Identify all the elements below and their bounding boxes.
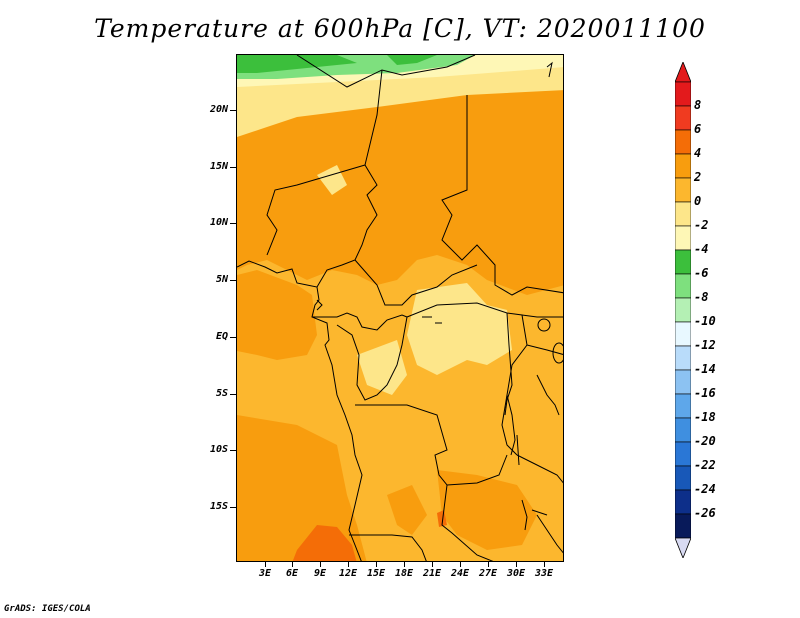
colorbar-swatch <box>675 201 691 227</box>
colorbar-label: 6 <box>694 122 702 136</box>
lon-label: 9E <box>313 568 327 579</box>
field-band-cool <box>357 340 407 395</box>
colorbar-swatch <box>675 417 691 443</box>
temperature-map <box>236 54 564 562</box>
lat-label: 5N <box>215 274 228 285</box>
lon-tick <box>348 562 349 567</box>
colorbar-label: -12 <box>694 338 716 352</box>
lon-label: 27E <box>478 568 498 579</box>
colorbar-label: -10 <box>694 314 716 328</box>
colorbar-label: -20 <box>694 434 716 448</box>
lon-tick <box>292 562 293 567</box>
colorbar-swatch <box>675 441 691 467</box>
lat-tick <box>230 337 236 338</box>
lat-label: 15S <box>209 501 228 512</box>
lat-label: EQ <box>215 331 228 342</box>
lat-tick <box>230 280 236 281</box>
lat-tick <box>230 110 236 111</box>
colorbar-swatch <box>675 177 691 203</box>
lon-tick <box>404 562 405 567</box>
colorbar-label: 4 <box>694 146 702 160</box>
lon-label: 15E <box>366 568 386 579</box>
colorbar-swatch <box>675 153 691 179</box>
colorbar-label: -16 <box>694 386 716 400</box>
colorbar-swatch <box>675 225 691 251</box>
lakes <box>422 61 563 531</box>
colorbar-label: 2 <box>694 170 702 184</box>
field-band-warm <box>237 270 317 360</box>
map-title: Temperature at 600hPa [C], VT: 202001110… <box>94 14 706 43</box>
colorbar-label: -14 <box>694 362 716 376</box>
colorbar-label: -4 <box>694 242 709 256</box>
country-borders <box>237 55 563 561</box>
colorbar-label: -2 <box>694 218 709 232</box>
lon-label: 3E <box>258 568 272 579</box>
colorbar-swatch <box>675 345 691 371</box>
colorbar <box>675 62 691 558</box>
field-band-warm <box>437 470 537 550</box>
lat-tick <box>230 223 236 224</box>
colorbar-swatch <box>675 249 691 275</box>
colorbar-swatch <box>675 297 691 323</box>
lat-label: 10N <box>209 217 228 228</box>
lat-tick <box>230 507 236 508</box>
lon-tick <box>265 562 266 567</box>
field-band-hot <box>437 510 447 527</box>
colorbar-swatch <box>675 465 691 491</box>
footer-credit: GrADS: IGES/COLA <box>4 604 91 614</box>
colorbar-label: -18 <box>694 410 716 424</box>
colorbar-swatch <box>675 369 691 395</box>
lon-tick <box>376 562 377 567</box>
colorbar-swatch <box>675 81 691 107</box>
lat-tick <box>230 450 236 451</box>
field-band-warm <box>237 85 563 295</box>
field-band-cool <box>237 65 563 137</box>
lon-label: 6E <box>285 568 299 579</box>
lon-tick <box>544 562 545 567</box>
lon-label: 33E <box>534 568 554 579</box>
lon-label: 24E <box>450 568 470 579</box>
lon-label: 12E <box>338 568 358 579</box>
lon-tick <box>516 562 517 567</box>
field-band-freezing <box>237 55 357 73</box>
lon-tick <box>488 562 489 567</box>
field-band-warm <box>237 415 367 561</box>
lon-label: 21E <box>422 568 442 579</box>
lon-label: 18E <box>394 568 414 579</box>
colorbar-label: -26 <box>694 506 716 520</box>
colorbar-swatch <box>675 129 691 155</box>
lon-tick <box>460 562 461 567</box>
map-canvas <box>237 55 563 561</box>
lon-label: 30E <box>506 568 526 579</box>
colorbar-label: -8 <box>694 290 709 304</box>
field-band-freezing <box>387 55 437 65</box>
lat-label: 15N <box>209 161 228 172</box>
lat-label: 20N <box>209 104 228 115</box>
colorbar-label: -6 <box>694 266 709 280</box>
field-band-warm <box>387 485 427 535</box>
lon-tick <box>320 562 321 567</box>
colorbar-label: 0 <box>694 194 702 208</box>
colorbar-under-arrow <box>675 537 691 558</box>
colorbar-swatch <box>675 273 691 299</box>
colorbar-label: 8 <box>694 98 702 112</box>
colorbar-swatch <box>675 393 691 419</box>
field-band-hot <box>292 525 357 561</box>
colorbar-label: -24 <box>694 482 716 496</box>
lat-tick <box>230 394 236 395</box>
colorbar-swatch <box>675 321 691 347</box>
colorbar-over-arrow <box>675 62 691 83</box>
colorbar-swatch <box>675 513 691 539</box>
lon-tick <box>432 562 433 567</box>
lat-tick <box>230 167 236 168</box>
lat-label: 10S <box>209 444 228 455</box>
colorbar-label: -22 <box>694 458 716 472</box>
colorbar-swatch <box>675 105 691 131</box>
lat-label: 5S <box>215 388 228 399</box>
colorbar-swatch <box>675 489 691 515</box>
